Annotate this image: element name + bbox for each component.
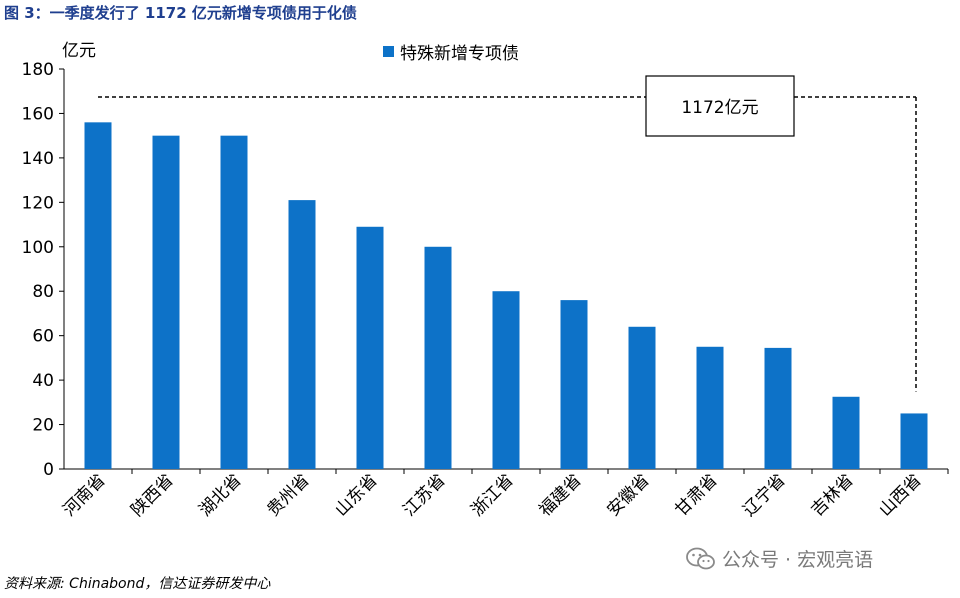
bar <box>560 300 588 469</box>
bar <box>832 396 860 469</box>
y-tick-label: 160 <box>22 104 54 124</box>
x-tick-label: 辽宁省 <box>739 470 789 520</box>
bar <box>492 291 520 469</box>
bar <box>152 135 180 469</box>
y-axis-unit-label: 亿元 <box>62 41 96 61</box>
y-tick-label: 60 <box>32 327 54 347</box>
total-annotation: 1172亿元 <box>98 75 917 392</box>
x-tick-label: 福建省 <box>535 470 585 520</box>
x-tick-label: 山东省 <box>331 470 381 520</box>
y-tick-label: 140 <box>22 149 54 169</box>
legend: 特殊新增专项债 <box>383 39 519 64</box>
wechat-icon <box>686 547 715 569</box>
x-tick-label: 贵州省 <box>263 470 313 520</box>
bar <box>628 326 656 469</box>
bar <box>900 413 928 469</box>
y-tick-label: 180 <box>22 60 54 80</box>
y-tick-label: 20 <box>32 416 54 436</box>
y-tick-label: 100 <box>22 238 54 258</box>
y-tick-label: 0 <box>43 460 54 480</box>
watermark-text: 公众号 · 宏观亮语 <box>722 549 874 571</box>
figure-title: 图 3：一季度发行了 1172 亿元新增专项债用于化债 <box>4 4 357 22</box>
y-tick-label: 40 <box>32 371 54 391</box>
legend-swatch <box>383 46 394 57</box>
x-tick-label: 陕西省 <box>127 470 177 520</box>
x-tick-label: 吉林省 <box>807 470 857 520</box>
source-note: 资料来源: Chinabond，信达证券研发中心 <box>4 576 271 592</box>
chart-bars <box>84 122 928 469</box>
x-tick-label: 甘肃省 <box>671 470 721 520</box>
x-tick-label: 浙江省 <box>467 470 517 520</box>
bar <box>288 200 316 469</box>
y-tick-label: 80 <box>32 282 54 302</box>
annotation-box <box>645 75 795 137</box>
annotation-text: 1172亿元 <box>681 98 758 118</box>
x-tick-label: 河南省 <box>59 470 109 520</box>
bar <box>764 347 792 469</box>
y-tick-label: 120 <box>22 193 54 213</box>
x-tick-label: 安徽省 <box>603 470 653 520</box>
bar <box>696 346 724 469</box>
bar <box>424 246 452 469</box>
x-tick-label: 江苏省 <box>399 470 449 520</box>
bar <box>356 226 384 469</box>
legend-label: 特殊新增专项债 <box>400 44 519 64</box>
bar <box>84 122 112 469</box>
watermark: 公众号 · 宏观亮语 <box>686 545 873 572</box>
x-tick-label: 山西省 <box>875 470 925 520</box>
bar <box>220 135 248 469</box>
x-tick-label: 湖北省 <box>195 470 245 520</box>
